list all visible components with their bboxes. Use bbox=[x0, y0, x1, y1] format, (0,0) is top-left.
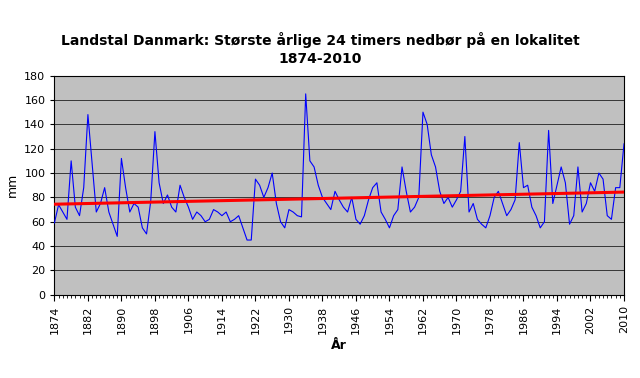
X-axis label: År: År bbox=[332, 339, 347, 352]
Text: Landstal Danmark: Største årlige 24 timers nedbør på en lokalitet: Landstal Danmark: Største årlige 24 time… bbox=[61, 32, 579, 48]
Text: 1874-2010: 1874-2010 bbox=[278, 51, 362, 66]
Y-axis label: mm: mm bbox=[6, 173, 19, 197]
